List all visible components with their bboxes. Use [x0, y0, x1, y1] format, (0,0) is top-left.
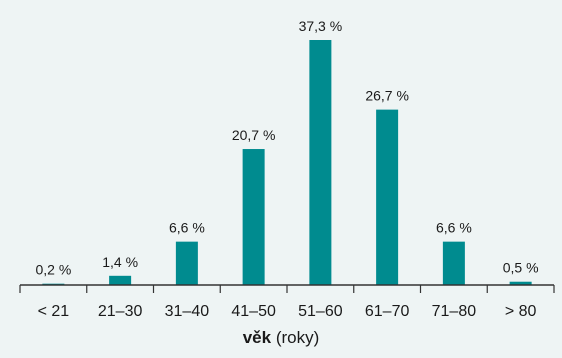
data-label: 20,7 % [232, 127, 276, 143]
x-tick-label: 71–80 [432, 303, 477, 320]
x-axis-title: věk (roky) [0, 328, 562, 348]
x-tick-label: 21–30 [98, 303, 143, 320]
data-label: 37,3 % [299, 18, 343, 34]
bar-4 [242, 149, 265, 285]
x-axis-title-bold: věk [242, 328, 272, 347]
bar-5 [309, 40, 332, 285]
data-label: 6,6 % [169, 220, 205, 236]
x-axis-title-unit: (roky) [271, 328, 320, 347]
x-tick-label: > 80 [505, 303, 537, 320]
bar-7 [442, 241, 465, 285]
data-label: 0,5 % [503, 260, 539, 276]
bar-8 [509, 281, 532, 285]
bar-2 [109, 275, 132, 285]
bar-3 [175, 241, 198, 285]
x-tick-label: 31–40 [165, 303, 210, 320]
data-label: 6,6 % [436, 220, 472, 236]
data-label: 26,7 % [365, 88, 409, 104]
x-tick-label: 61–70 [365, 303, 410, 320]
data-label: 1,4 % [102, 254, 138, 270]
data-label: 0,2 % [35, 262, 71, 278]
x-tick-label: < 21 [38, 303, 70, 320]
x-tick-label: 51–60 [298, 303, 343, 320]
x-tick-label: 41–50 [231, 303, 276, 320]
bar-6 [376, 109, 399, 285]
